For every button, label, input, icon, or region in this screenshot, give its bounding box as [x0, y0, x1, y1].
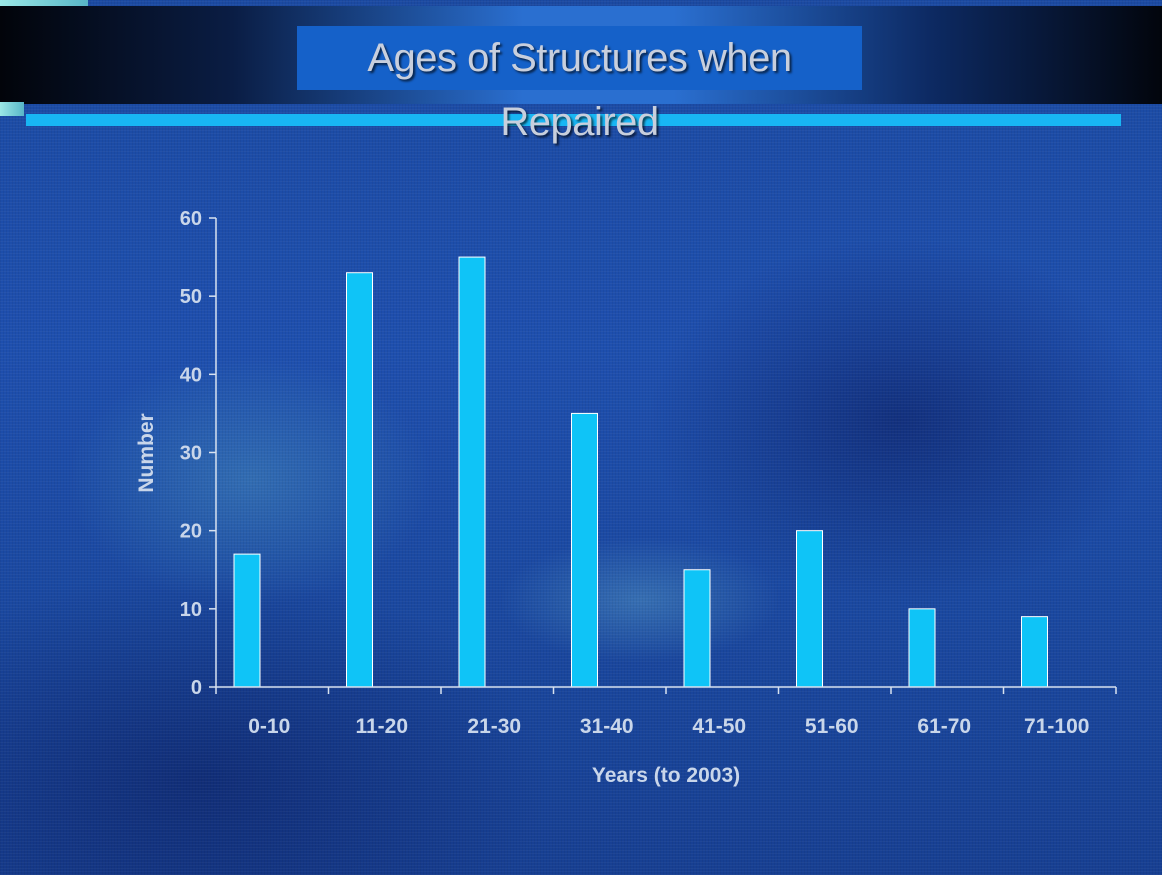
x-tick-label: 21-30 [467, 715, 521, 738]
y-tick-label: 40 [180, 364, 202, 386]
y-axis-label: Number [135, 413, 158, 492]
x-tick-label: 71-100 [1024, 715, 1089, 738]
x-tick-label: 11-20 [355, 715, 408, 738]
y-tick-label: 60 [180, 208, 202, 230]
bar-21-30 [458, 256, 486, 688]
slide-title: Ages of Structures when Repaired [367, 36, 792, 144]
bar-series [233, 256, 1048, 688]
bar-11-20 [346, 272, 373, 688]
x-tick-label: 31-40 [580, 715, 634, 738]
x-axis-ticks: 0-10 11-20 21-30 31-40 41-50 51-60 61-70 71-100 [215, 687, 1117, 738]
corner-accent-bottom [0, 102, 24, 116]
x-tick-label: 51-60 [805, 715, 859, 738]
x-tick-label: 0-10 [248, 715, 290, 738]
x-tick-label: 61-70 [917, 715, 971, 738]
bar-71-100 [1021, 616, 1048, 688]
y-tick-label: 20 [180, 521, 202, 543]
y-tick-label: 10 [180, 599, 202, 621]
title-underline [26, 114, 1121, 126]
x-axis-label: Years (to 2003) [592, 764, 740, 787]
y-axis-ticks: 0 10 20 30 40 50 60 [180, 208, 216, 699]
x-tick-label: 41-50 [692, 715, 746, 738]
bar-0-10 [233, 553, 261, 688]
bar-31-40 [571, 412, 598, 688]
bar-51-60 [796, 530, 823, 688]
y-tick-label: 0 [191, 677, 202, 699]
bar-41-50 [683, 569, 711, 688]
title-highlight-box [297, 26, 862, 90]
bar-61-70 [908, 608, 936, 688]
y-tick-label: 50 [180, 286, 202, 308]
y-tick-label: 30 [180, 443, 202, 465]
corner-accent-top [0, 0, 88, 6]
